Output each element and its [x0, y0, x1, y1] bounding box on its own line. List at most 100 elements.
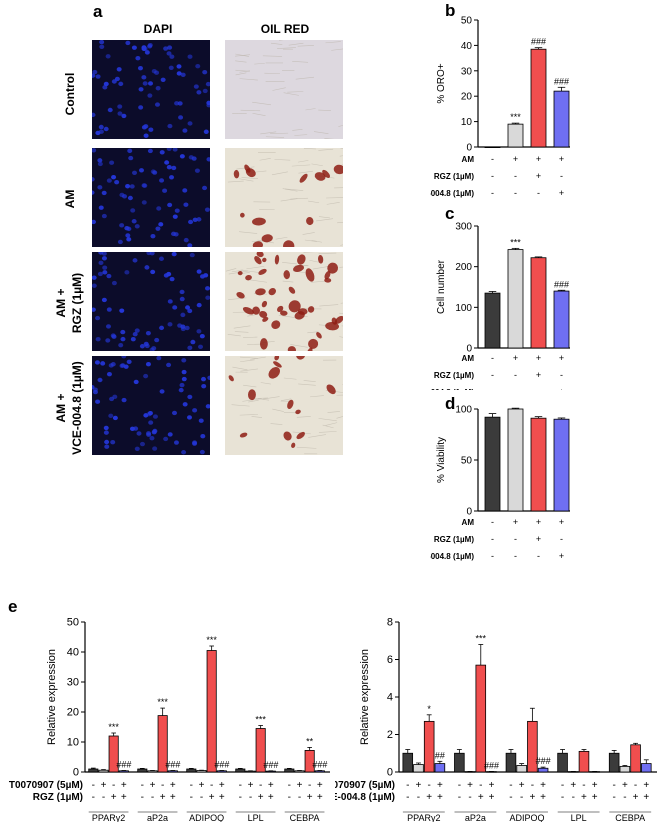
chart-e1-condition-mark: +: [160, 792, 166, 803]
chart-c-ytick-label: 300: [455, 222, 472, 233]
chart-e2-group-label: PPARγ2: [407, 813, 440, 822]
chart-e1-ytick-label: 10: [67, 737, 79, 749]
chart-e2-condition-mark: +: [437, 792, 443, 803]
chart-d-condition-mark: +: [559, 551, 564, 561]
chart-e1-bar: [137, 768, 148, 773]
chart-b-bar: [507, 123, 524, 148]
chart-e2-ytick-label: 8: [387, 617, 393, 629]
chart-e1-condition-label: RGZ (1µM): [33, 792, 83, 803]
chart-e2-condition-mark: +: [622, 780, 628, 791]
chart-e1-group-label: LPL: [248, 813, 264, 822]
chart-d-condition-mark: -: [560, 534, 563, 544]
chart-c-condition-label: RGZ (1µM): [434, 371, 474, 380]
chart-e1-condition-mark: +: [258, 792, 264, 803]
chart-e1-annotation: ***: [157, 697, 168, 707]
chart-c-condition-mark: -: [514, 370, 517, 380]
chart-e-vce: 0 2 4 6 8 Relative expression * ## PPARγ2 *** ### a…: [335, 617, 657, 822]
chart-e1-condition-mark: -: [210, 780, 213, 791]
chart-d: d 0 50 100 % Viability AM - + + + RGZ (1µM) - - + - VCE…: [430, 395, 570, 561]
chart-e2-bar: [578, 750, 590, 773]
chart-e2-condition-mark: -: [509, 780, 512, 791]
panel-letter-a: a: [93, 2, 103, 21]
chart-d-bar: [507, 408, 524, 512]
chart-e1-annotation: ###: [312, 760, 327, 770]
dapi-image-2: [92, 252, 210, 351]
column-header-dapi: DAPI: [143, 22, 173, 36]
chart-e1-bar: [294, 770, 305, 773]
chart-e2-condition-mark: -: [406, 780, 409, 791]
chart-e1-condition-mark: +: [297, 780, 303, 791]
chart-e1-bar: [245, 770, 256, 773]
chart-e2-condition-mark: -: [612, 780, 615, 791]
chart-e1-bar: [206, 650, 217, 773]
chart-b-condition-mark: -: [491, 171, 494, 181]
chart-c-ytick-label: 100: [455, 303, 472, 314]
chart-e1-condition-mark: -: [259, 780, 262, 791]
chart-e1-condition-mark: -: [288, 780, 291, 791]
chart-b-ylabel: % ORO+: [436, 63, 447, 103]
chart-e2-bar: [454, 752, 465, 773]
chart-e1-condition-mark: +: [248, 780, 254, 791]
chart-e2-condition-mark: +: [592, 792, 598, 803]
column-header-oil-red: OIL RED: [260, 22, 310, 36]
chart-e1-condition-mark: -: [239, 780, 242, 791]
chart-e2-condition-mark: -: [406, 792, 409, 803]
chart-b-condition-label: RGZ (1µM): [434, 172, 474, 181]
row-label-control: Control: [63, 72, 77, 116]
chart-e1-annotation: ***: [108, 722, 119, 732]
chart-e1-condition-mark: -: [92, 792, 95, 803]
chart-e2-annotation: ###: [536, 756, 551, 766]
chart-e1-bar: [186, 768, 197, 773]
chart-e1-bar: [304, 749, 315, 773]
chart-e1-annotation: ###: [263, 760, 278, 770]
chart-e2-condition-mark: -: [509, 792, 512, 803]
chart-e2-condition-mark: +: [643, 780, 649, 791]
chart-b-ytick-label: 20: [461, 92, 473, 103]
chart-e2-condition-mark: -: [623, 792, 626, 803]
chart-d-bar: [553, 418, 570, 512]
chart-c-condition-mark: -: [560, 370, 563, 380]
chart-e2-condition-mark: -: [468, 792, 471, 803]
row-label-am-vce: AM + VCE-004.8 (1µM): [54, 361, 84, 455]
chart-c-condition-mark: +: [559, 353, 564, 363]
chart-e2-condition-mark: -: [458, 792, 461, 803]
chart-d-bar: [530, 417, 547, 512]
chart-b-condition-mark: +: [536, 171, 541, 181]
chart-e1-bar: [265, 770, 276, 773]
chart-e2-condition-mark: -: [612, 792, 615, 803]
chart-e2-bar: [402, 752, 414, 773]
chart-e1-condition-mark: +: [170, 780, 176, 791]
chart-e1-condition-mark: +: [121, 792, 127, 803]
chart-e1-condition-mark: +: [317, 780, 323, 791]
chart-e2-bar: [434, 763, 446, 773]
chart-e2-condition-mark: +: [467, 780, 473, 791]
chart-e1-annotation: ###: [116, 760, 131, 770]
chart-e1-condition-mark: -: [308, 780, 311, 791]
chart-e2-bar: [641, 763, 652, 773]
chart-e1-condition-mark: -: [161, 780, 164, 791]
chart-b: b 0 10 20 30 40 50 % ORO+ *** ### ### AM - + + + RGZ (1µ…: [430, 1, 570, 198]
chart-e2-annotation: *: [427, 704, 431, 714]
chart-e2-condition-mark: -: [428, 780, 431, 791]
chart-e1-bar: [118, 770, 129, 773]
chart-e1-condition-mark: -: [288, 792, 291, 803]
chart-c-bar: [507, 249, 524, 349]
dapi-image-0: [92, 40, 210, 139]
oil-red-image-2: [225, 252, 343, 351]
chart-c: c 0 100 200 300 Cell number *** ### AM - + + + RGZ (1…: [430, 205, 570, 390]
chart-c-condition-mark: -: [491, 387, 494, 390]
chart-b-annotation: ***: [510, 112, 521, 122]
chart-e2-bar: [608, 752, 620, 773]
chart-b-letter: b: [445, 1, 455, 20]
chart-b-condition-mark: +: [559, 188, 564, 198]
chart-c-annotation: ###: [554, 279, 569, 289]
chart-e1-annotation: ###: [165, 760, 180, 770]
chart-e2-condition-mark: +: [540, 792, 546, 803]
chart-e2-annotation: ###: [484, 760, 499, 770]
chart-b-condition-mark: -: [514, 171, 517, 181]
chart-d-ytick-label: 50: [461, 456, 473, 467]
chart-d-condition-label: AM: [462, 518, 475, 527]
chart-c-condition-mark: -: [491, 353, 494, 363]
chart-b-bar: [530, 48, 547, 148]
chart-e1-condition-mark: -: [92, 780, 95, 791]
